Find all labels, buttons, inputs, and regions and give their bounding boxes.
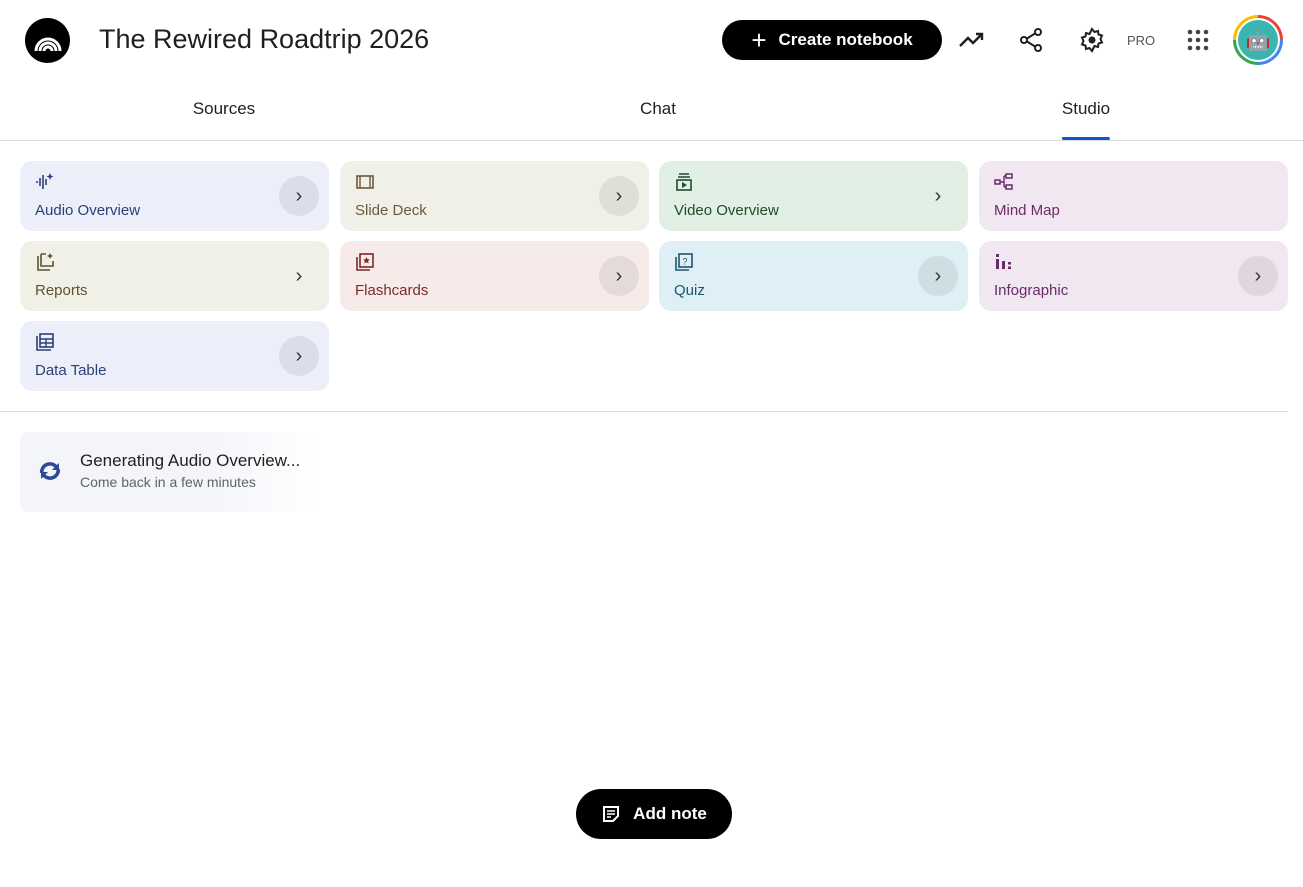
sync-spinner-icon: [36, 459, 64, 488]
studio-tool-data-table[interactable]: Data Table ›: [20, 321, 329, 391]
robot-avatar-icon: 🤖: [1238, 20, 1278, 60]
divider: [0, 411, 1288, 412]
apps-grid-icon[interactable]: [1184, 26, 1212, 54]
chevron-right-icon[interactable]: ›: [279, 176, 319, 216]
svg-text:?: ?: [683, 257, 688, 267]
pro-badge: PRO: [1127, 33, 1156, 48]
chevron-right-icon[interactable]: ›: [934, 184, 942, 207]
settings-gear-icon[interactable]: [1078, 26, 1106, 54]
studio-tool-label: Video Overview: [674, 202, 779, 219]
studio-tool-label: Mind Map: [994, 202, 1060, 219]
reports-icon: [37, 253, 54, 271]
chevron-right-icon[interactable]: ›: [918, 256, 958, 296]
infographic-icon: [996, 254, 1011, 269]
studio-tool-mind-map[interactable]: Mind Map: [979, 161, 1288, 231]
generating-audio-overview-item[interactable]: Generating Audio Overview... Come back i…: [20, 432, 320, 512]
studio-tool-flashcards[interactable]: Flashcards ›: [340, 241, 649, 311]
avatar[interactable]: 🤖: [1233, 15, 1283, 65]
tab-chat[interactable]: Chat: [640, 99, 676, 118]
mind-map-icon: [994, 173, 1013, 190]
notebooklm-logo-icon[interactable]: [25, 18, 70, 63]
chevron-right-icon[interactable]: ›: [599, 256, 639, 296]
generating-subtitle: Come back in a few minutes: [80, 474, 256, 490]
flashcards-icon: [356, 253, 374, 271]
studio-tool-label: Data Table: [35, 362, 107, 379]
studio-tool-audio-overview[interactable]: Audio Overview ›: [20, 161, 329, 231]
studio-tool-label: Audio Overview: [35, 202, 141, 219]
studio-tool-video-overview[interactable]: Video Overview ›: [659, 161, 968, 231]
generating-title: Generating Audio Overview...: [80, 451, 301, 470]
studio-tool-label: Quiz: [674, 282, 705, 299]
studio-tool-label: Flashcards: [355, 282, 429, 299]
studio-tool-label: Infographic: [994, 282, 1069, 299]
chevron-right-icon[interactable]: ›: [295, 264, 303, 287]
audio-sparkle-icon: [36, 173, 54, 189]
studio-tool-infographic[interactable]: Infographic ›: [979, 241, 1288, 311]
tab-bar: Sources Chat Studio: [0, 88, 1303, 141]
notebook-title[interactable]: The Rewired Roadtrip 2026: [99, 24, 430, 54]
studio-tool-label: Reports: [35, 282, 88, 299]
create-notebook-button[interactable]: + Create notebook: [722, 20, 942, 60]
chevron-right-icon[interactable]: ›: [1238, 256, 1278, 296]
add-note-button[interactable]: Add note: [576, 789, 732, 839]
analytics-trend-icon[interactable]: [958, 26, 986, 54]
add-note-label: Add note: [633, 804, 707, 823]
share-icon[interactable]: [1017, 26, 1045, 54]
chevron-right-icon[interactable]: ›: [279, 336, 319, 376]
tab-sources[interactable]: Sources: [192, 99, 256, 118]
data-table-icon: [36, 333, 54, 351]
tab-studio[interactable]: Studio: [1061, 99, 1111, 140]
studio-tool-quiz[interactable]: ? Quiz ›: [659, 241, 968, 311]
note-icon: [603, 806, 620, 822]
studio-tool-reports[interactable]: Reports ›: [20, 241, 329, 311]
slides-icon: [356, 175, 374, 189]
create-notebook-label: Create notebook: [778, 30, 913, 49]
chevron-right-icon[interactable]: ›: [599, 176, 639, 216]
video-icon: [676, 173, 692, 191]
quiz-icon: ?: [675, 253, 693, 271]
plus-icon: +: [751, 25, 767, 55]
studio-tool-slide-deck[interactable]: Slide Deck ›: [340, 161, 649, 231]
studio-tool-label: Slide Deck: [355, 202, 427, 219]
